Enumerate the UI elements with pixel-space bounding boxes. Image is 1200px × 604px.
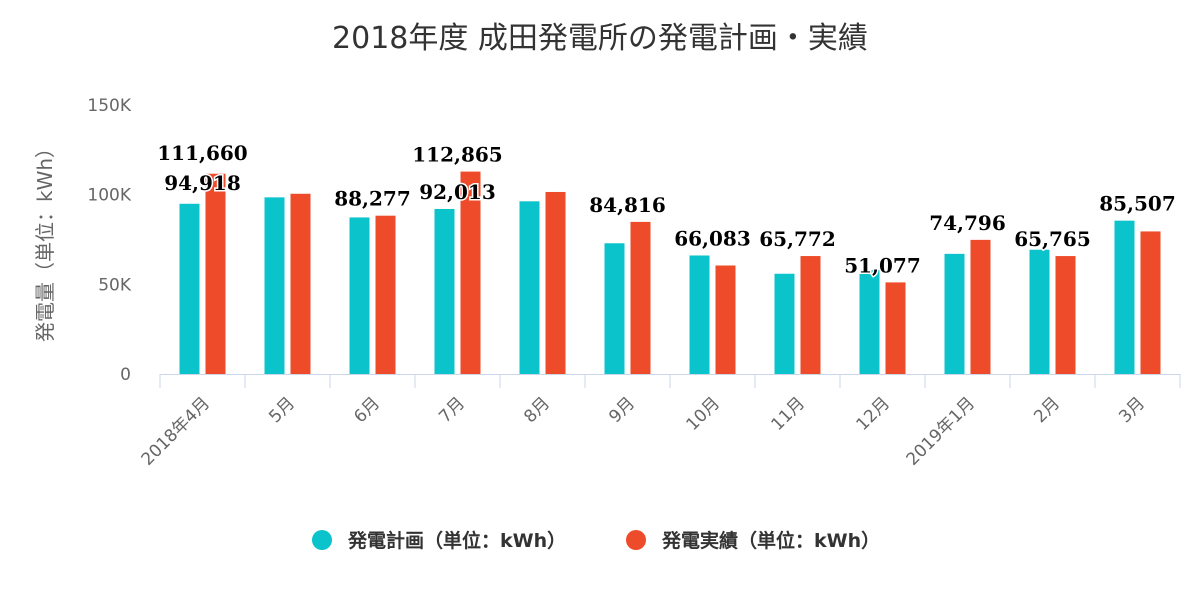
data-label: 85,507 <box>1099 192 1176 216</box>
plan-bar[interactable] <box>859 269 880 374</box>
data-label: 65,765 <box>1014 227 1091 251</box>
plan-bar[interactable] <box>179 203 200 374</box>
legend-item-label[interactable]: 発電実績（単位：kWh） <box>661 529 880 552</box>
actual-bar[interactable] <box>630 221 651 374</box>
plan-bar[interactable] <box>349 217 370 374</box>
data-label: 66,083 <box>674 226 751 250</box>
actual-bar[interactable] <box>970 239 991 374</box>
x-tick-label: 6月 <box>350 393 384 427</box>
x-tick-label: 9月 <box>605 393 639 427</box>
x-tick-label: 7月 <box>435 393 469 427</box>
x-tick-label: 2018年4月 <box>138 393 214 469</box>
x-tick-label: 10月 <box>683 393 724 434</box>
plan-bar[interactable] <box>689 255 710 374</box>
y-axis-ticks: 0 50K 100K 150K <box>87 96 131 385</box>
actual-bar[interactable] <box>715 265 736 374</box>
legend[interactable]: 発電計画（単位：kWh） 発電実績（単位：kWh） <box>312 529 880 552</box>
data-label: 84,816 <box>589 193 666 217</box>
data-label: 88,277 <box>334 187 411 211</box>
plan-bar[interactable] <box>774 273 795 374</box>
y-tick-label: 0 <box>120 365 131 385</box>
plan-bar[interactable] <box>944 253 965 374</box>
actual-bar[interactable] <box>800 256 821 374</box>
actual-bar[interactable] <box>205 173 226 374</box>
bars-group <box>179 171 1161 374</box>
actual-bar[interactable] <box>290 193 311 374</box>
data-label: 51,077 <box>844 253 921 277</box>
legend-item-label[interactable]: 発電計画（単位：kWh） <box>347 529 566 552</box>
plan-bar[interactable] <box>264 197 285 374</box>
actual-bar[interactable] <box>375 215 396 374</box>
x-tick-label: 8月 <box>520 393 554 427</box>
plan-bar[interactable] <box>1114 220 1135 374</box>
legend-marker[interactable] <box>312 530 332 550</box>
data-labels-group: 111,660 94,918 88,277 92,013 112,865 84,816 66… <box>156 140 1178 279</box>
data-label: 112,865 <box>412 143 502 167</box>
y-tick-label: 50K <box>98 275 132 295</box>
y-tick-label: 100K <box>87 186 131 206</box>
actual-bar[interactable] <box>1140 231 1161 374</box>
x-tick-label: 11月 <box>768 393 809 434</box>
data-label: 111,660 <box>157 141 247 165</box>
x-tick-label: 5月 <box>265 393 299 427</box>
data-label: 74,796 <box>929 211 1006 235</box>
chart-title: 2018年度 成田発電所の発電計画・実績 <box>332 21 868 56</box>
plan-bar[interactable] <box>519 201 540 374</box>
x-tick-label: 3月 <box>1115 393 1149 427</box>
actual-bar[interactable] <box>460 171 481 374</box>
y-tick-label: 150K <box>87 96 131 116</box>
legend-marker[interactable] <box>626 530 646 550</box>
x-tick-label: 2月 <box>1030 393 1064 427</box>
y-axis-title: 発電量（単位：kWh） <box>33 138 57 342</box>
data-label: 92,013 <box>419 180 496 204</box>
plan-bar[interactable] <box>604 243 625 374</box>
data-label: 65,772 <box>759 227 836 251</box>
x-axis: 2018年4月 5月 6月 7月 8月 9月 10月 11月 12月 2019年1月 2月 3月 <box>138 374 1181 470</box>
x-tick-label: 12月 <box>853 393 894 434</box>
actual-bar[interactable] <box>545 191 566 374</box>
actual-bar[interactable] <box>885 282 906 374</box>
plan-bar[interactable] <box>1029 249 1050 374</box>
x-tick-label: 2019年1月 <box>903 393 979 469</box>
actual-bar[interactable] <box>1055 256 1076 374</box>
plan-bar[interactable] <box>434 208 455 374</box>
data-label: 94,918 <box>164 171 241 195</box>
